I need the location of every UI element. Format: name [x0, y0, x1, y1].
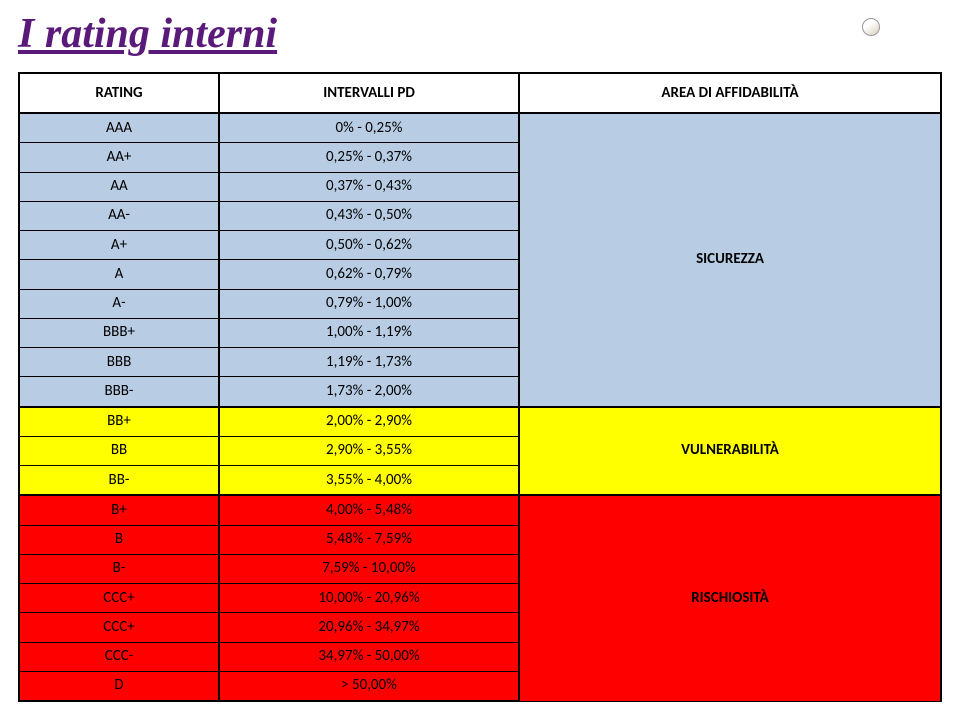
cell-pd: 0,62% - 0,79%	[219, 260, 519, 289]
cell-rating: B-	[19, 554, 219, 583]
cell-pd: 0,79% - 1,00%	[219, 289, 519, 318]
cell-rating: BBB+	[19, 318, 219, 347]
cell-rating: BB	[19, 436, 219, 465]
cell-pd: 7,59% - 10,00%	[219, 554, 519, 583]
cell-rating: A	[19, 260, 219, 289]
cell-pd: 20,96% - 34,97%	[219, 613, 519, 642]
cell-rating: BBB-	[19, 377, 219, 407]
cell-pd: 0% - 0,25%	[219, 113, 519, 143]
cell-rating: CCC+	[19, 584, 219, 613]
cell-pd: 3,55% - 4,00%	[219, 466, 519, 496]
decorative-bullet	[862, 18, 880, 36]
cell-rating: AA-	[19, 201, 219, 230]
cell-rating: A-	[19, 289, 219, 318]
cell-rating: BB+	[19, 407, 219, 437]
cell-pd: 10,00% - 20,96%	[219, 584, 519, 613]
cell-rating: A+	[19, 231, 219, 260]
cell-pd: 4,00% - 5,48%	[219, 495, 519, 525]
cell-pd: 2,90% - 3,55%	[219, 436, 519, 465]
cell-pd: 0,25% - 0,37%	[219, 143, 519, 172]
cell-pd: 1,00% - 1,19%	[219, 318, 519, 347]
table-row: AAA0% - 0,25%SICUREZZA	[19, 113, 941, 143]
table-header-row: RATING INTERVALLI PD AREA DI AFFIDABILIT…	[19, 73, 941, 113]
col-rating: RATING	[19, 73, 219, 113]
cell-area: RISCHIOSITÀ	[519, 495, 941, 701]
col-area: AREA DI AFFIDABILITÀ	[519, 73, 941, 113]
table-row: B+4,00% - 5,48%RISCHIOSITÀ	[19, 495, 941, 525]
cell-pd: 2,00% - 2,90%	[219, 407, 519, 437]
cell-area: SICUREZZA	[519, 113, 941, 407]
cell-pd: 34,97% - 50,00%	[219, 642, 519, 671]
cell-pd: 0,37% - 0,43%	[219, 172, 519, 201]
page-title: I rating interni	[18, 10, 942, 58]
cell-rating: AAA	[19, 113, 219, 143]
cell-pd: 5,48% - 7,59%	[219, 525, 519, 554]
cell-rating: B+	[19, 495, 219, 525]
cell-rating: CCC+	[19, 613, 219, 642]
table-row: BB+2,00% - 2,90%VULNERABILITÀ	[19, 407, 941, 437]
cell-rating: B	[19, 525, 219, 554]
ratings-table: RATING INTERVALLI PD AREA DI AFFIDABILIT…	[18, 72, 942, 702]
cell-rating: CCC-	[19, 642, 219, 671]
cell-rating: BB-	[19, 466, 219, 496]
cell-pd: 1,73% - 2,00%	[219, 377, 519, 407]
col-pd: INTERVALLI PD	[219, 73, 519, 113]
cell-pd: 0,50% - 0,62%	[219, 231, 519, 260]
cell-pd: 0,43% - 0,50%	[219, 201, 519, 230]
cell-rating: D	[19, 671, 219, 701]
cell-area: VULNERABILITÀ	[519, 407, 941, 496]
cell-rating: BBB	[19, 348, 219, 377]
cell-pd: > 50,00%	[219, 671, 519, 701]
cell-rating: AA+	[19, 143, 219, 172]
cell-rating: AA	[19, 172, 219, 201]
cell-pd: 1,19% - 1,73%	[219, 348, 519, 377]
